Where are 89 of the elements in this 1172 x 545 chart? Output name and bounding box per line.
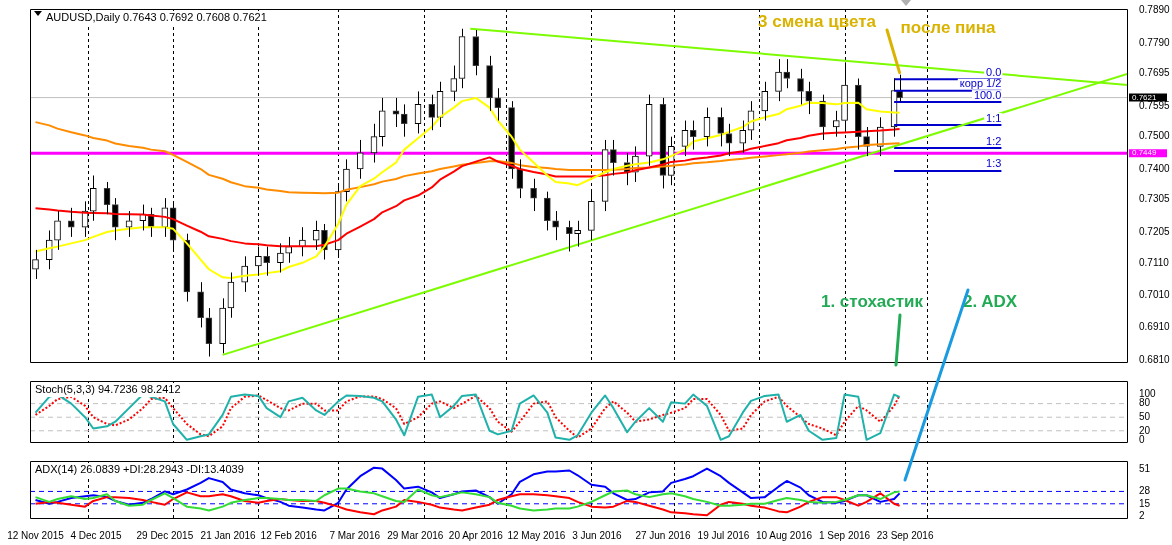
candlestick (797, 68, 804, 105)
candlestick (285, 236, 293, 264)
ref-line-label: 0.7621 (1132, 92, 1158, 102)
y-tick-label: 100 (1139, 388, 1157, 400)
candlestick (761, 81, 769, 122)
candlestick (45, 229, 53, 270)
y-tick-label: 51 (1139, 463, 1151, 475)
x-tick-label: 3 Jun 2016 (572, 529, 623, 541)
x-tick-label: 12 May 2016 (507, 529, 566, 541)
candlestick (312, 220, 320, 251)
candlestick (775, 58, 782, 102)
candlestick (783, 58, 791, 89)
y-tick-label: 0 (1139, 433, 1145, 445)
x-tick-label: 1 Sep 2016 (818, 529, 871, 541)
candlestick (544, 191, 551, 231)
candlestick (277, 242, 284, 273)
candlestick (32, 249, 39, 280)
series-label: 1:2 (986, 134, 1002, 147)
candlestick (552, 210, 559, 241)
candlestick (54, 210, 61, 251)
x-tick-label: 10 Aug 2016 (755, 529, 813, 541)
chart-title: Stoch(5,3,3) 94.7236 98.2412 (35, 383, 181, 396)
x-tick-label: 21 Jan 2016 (200, 529, 257, 541)
candlestick (494, 87, 502, 122)
y-tick-label: 0.7595 (1139, 99, 1171, 111)
candlestick (854, 78, 862, 151)
chart-title: AUDUSD,Daily 0.7643 0.7692 0.7608 0.7621 (46, 11, 267, 24)
x-tick-label: 12 Nov 2015 (7, 529, 65, 541)
candlestick (428, 94, 436, 131)
x-tick-label: 19 Jul 2016 (697, 529, 750, 541)
y-tick-label: 0.7110 (1139, 256, 1170, 268)
y-tick-label: 0.7205 (1139, 225, 1171, 237)
candlestick (472, 29, 480, 76)
y-tick-label: 50 (1139, 410, 1151, 422)
candlestick (219, 297, 226, 354)
series-label: 1:1 (986, 111, 1002, 124)
x-tick-label: 29 Dec 2015 (136, 529, 194, 541)
candlestick (343, 158, 350, 202)
y-tick-label: 0.7790 (1139, 36, 1171, 48)
candlestick (356, 139, 364, 180)
candlestick (378, 97, 386, 147)
series-label: 0.0 (986, 65, 1002, 78)
candlestick (67, 207, 75, 238)
y-tick-label: 0.7695 (1139, 67, 1171, 79)
x-tick-label: 23 Sep 2016 (876, 529, 934, 541)
y-tick-label: 0.6810 (1139, 353, 1171, 365)
candlestick (197, 281, 204, 328)
y-tick-label: 0.7890 (1139, 4, 1171, 16)
candlestick (125, 210, 133, 238)
y-tick-label: 28 (1139, 485, 1151, 497)
x-tick-label: 20 Apr 2016 (448, 529, 504, 541)
ref-line-label: 0.7449 (1132, 148, 1158, 158)
y-tick-label: 0.7010 (1139, 288, 1171, 300)
candlestick (689, 120, 697, 151)
x-tick-label: 27 Jun 2016 (635, 529, 691, 541)
series-label: 100.0 (973, 88, 1002, 101)
candlestick (819, 94, 826, 141)
candlestick (610, 139, 617, 176)
candlestick (645, 94, 653, 167)
candlestick (832, 110, 840, 138)
candlestick (450, 65, 458, 102)
candlestick (574, 220, 581, 248)
chart-title: ADX(14) 26.0839 +DI:28.2943 -DI:13.4039 (35, 463, 244, 476)
candlestick (566, 220, 573, 252)
y-tick-label: 20 (1139, 424, 1151, 436)
candlestick (739, 120, 747, 154)
y-tick-label: 0.6910 (1139, 321, 1171, 333)
candlestick (717, 107, 725, 147)
y-tick-label: 80 (1139, 397, 1151, 409)
candlestick (486, 55, 493, 112)
annotation: 1. стохастик (820, 291, 924, 311)
series-label: корр 1/2 (959, 77, 1002, 90)
x-tick-label: 4 Dec 2015 (70, 529, 123, 541)
y-tick-label: 0.7400 (1139, 162, 1171, 174)
candlestick (111, 197, 119, 241)
annotation: после пина (900, 17, 997, 37)
candlestick (400, 103, 408, 138)
annotation: 3 смена цвета (758, 11, 877, 31)
candlestick (263, 246, 270, 277)
x-tick-label: 7 Mar 2016 (329, 529, 381, 541)
series-label: 1:3 (986, 157, 1002, 170)
x-tick-label: 29 Mar 2016 (387, 529, 444, 541)
y-tick-label: 0.7305 (1139, 193, 1171, 205)
y-tick-label: 0.7500 (1139, 130, 1171, 142)
y-tick-label: 15 (1139, 497, 1151, 509)
candlestick (530, 178, 537, 212)
candlestick (805, 81, 813, 115)
x-tick-label: 12 Feb 2016 (260, 529, 318, 541)
y-tick-label: 2 (1139, 509, 1145, 521)
